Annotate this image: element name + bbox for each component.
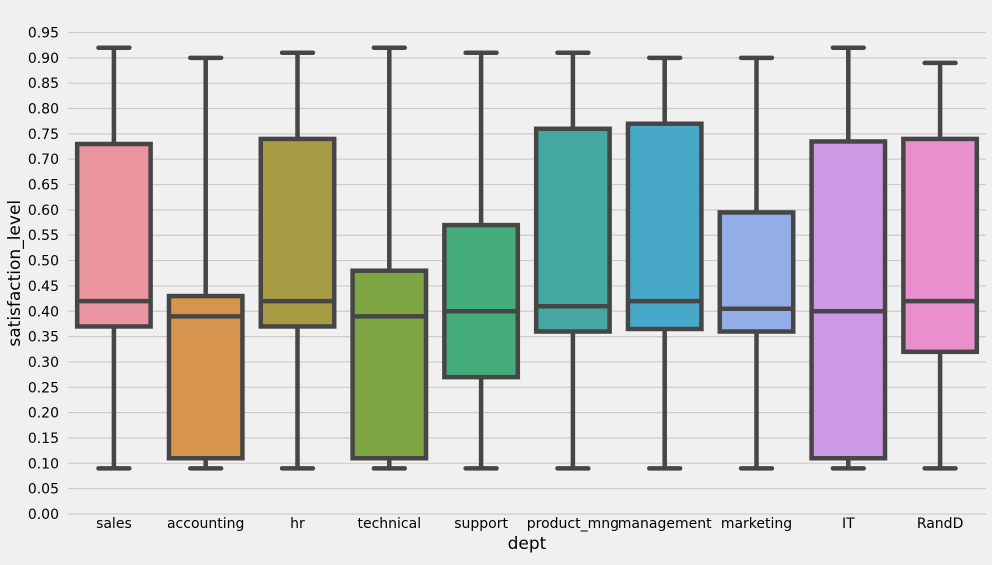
x-tick-label: RandD [917,516,964,532]
box-group [717,55,796,471]
x-tick-label: hr [290,516,305,532]
y-tick-label: 0.85 [28,76,59,92]
y-tick-label: 0.00 [28,507,59,523]
box-iqr [901,136,980,355]
x-tick-label: product_mng [527,516,619,532]
y-tick-label: 0.05 [28,482,59,498]
y-tick-label: 0.95 [28,26,59,42]
box-group [809,45,888,471]
y-tick-label: 0.15 [28,431,59,447]
box-group [166,55,245,471]
box-iqr [533,126,612,334]
y-tick-label: 0.20 [28,406,59,422]
box-iqr [74,141,153,329]
y-tick-label: 0.90 [28,51,59,67]
box-iqr [809,139,888,461]
x-tick-label: IT [842,516,855,532]
box-group [533,50,612,471]
box-group [74,45,153,471]
box-iqr [350,268,429,461]
x-tick-label: sales [96,516,132,532]
y-tick-label: 0.10 [28,456,59,472]
x-tick-label: technical [357,516,421,532]
x-tick-label: support [454,516,508,532]
box-layer [74,45,980,471]
box-iqr [258,136,337,329]
y-tick-label: 0.75 [28,127,59,143]
box-group [350,45,429,471]
box-group [258,50,337,471]
box-iqr [166,293,245,461]
y-tick-label: 0.30 [28,355,59,371]
box-iqr [625,121,704,332]
x-tick-label: management [618,516,712,532]
x-axis-label: dept [508,534,547,554]
box-group [625,55,704,471]
y-tick-label: 0.25 [28,380,59,396]
y-tick-label: 0.60 [28,203,59,219]
x-tick-label: accounting [167,516,244,532]
box-iqr [442,222,521,380]
y-tick-label: 0.45 [28,279,59,295]
y-tick-label: 0.40 [28,304,59,320]
box-group [442,50,521,471]
y-tick-label: 0.70 [28,152,59,168]
box-iqr [717,210,796,334]
y-tick-label: 0.50 [28,254,59,270]
x-tick-labels: sales accounting hr technical support product… [96,516,963,532]
y-tick-label: 0.35 [28,330,59,346]
box-group [901,60,980,471]
y-tick-labels: 0.00 0.05 0.10 0.15 0.20 0.25 0.30 0.35 0.40 0.45… [28,26,59,524]
y-tick-label: 0.65 [28,178,59,194]
y-tick-label: 0.55 [28,228,59,244]
y-axis-label: satisfaction_level [5,200,25,347]
x-tick-label: marketing [721,516,792,532]
y-tick-label: 0.80 [28,102,59,118]
